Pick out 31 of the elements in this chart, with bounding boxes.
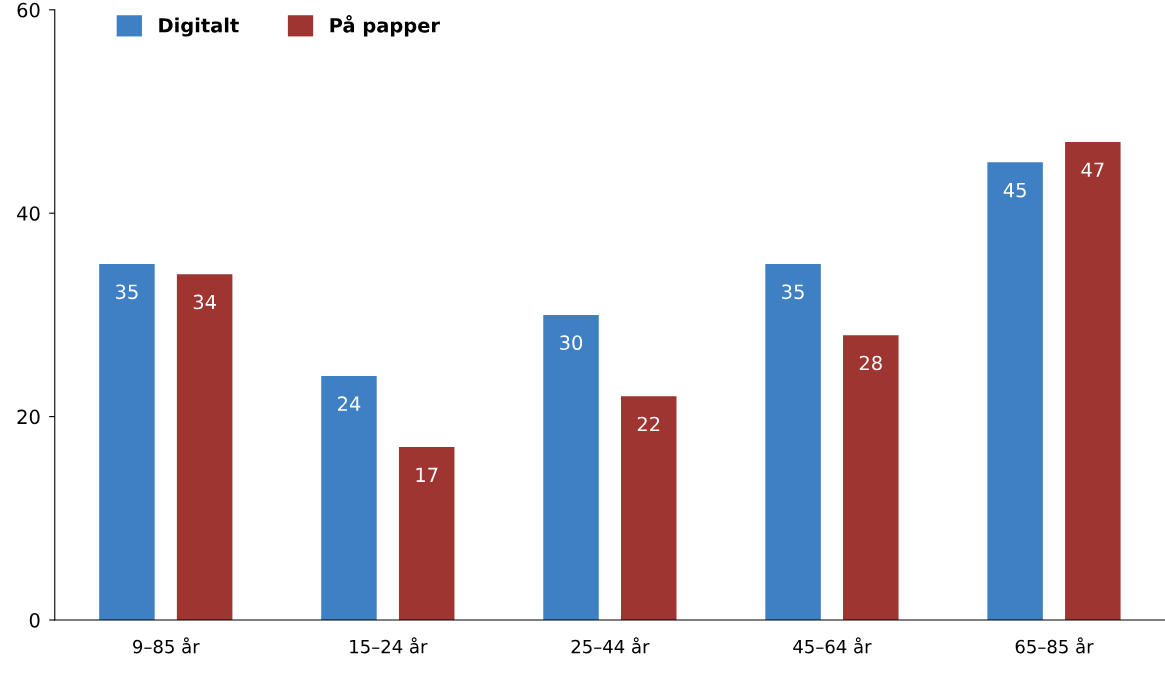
bar — [843, 335, 899, 620]
bar — [99, 264, 155, 620]
bar — [765, 264, 821, 620]
legend-label: På papper — [330, 15, 440, 37]
y-tick-label: 20 — [17, 409, 40, 425]
data-label: 45 — [1003, 183, 1026, 198]
data-label: 24 — [338, 396, 361, 411]
bar — [1065, 142, 1121, 620]
bar — [321, 375, 377, 620]
x-tick-label: 9–85 år — [133, 637, 200, 654]
data-label: 35 — [116, 284, 138, 300]
bar — [620, 396, 677, 620]
y-tick-label: 40 — [17, 206, 40, 221]
x-tick-label: 15–24 år — [350, 637, 428, 654]
x-tick-label: 25–44 år — [571, 637, 650, 654]
data-label: 34 — [193, 294, 216, 310]
x-tick-label: 45–64 år — [793, 637, 872, 654]
y-tick-label: 60 — [17, 2, 40, 18]
data-label: 47 — [1081, 162, 1104, 177]
data-label: 35 — [782, 284, 804, 300]
bar — [398, 447, 455, 620]
data-label: 22 — [637, 416, 660, 432]
x-tick-label: 65–85 år — [1015, 637, 1094, 654]
data-label: 30 — [560, 335, 583, 351]
bar — [987, 162, 1043, 620]
data-label: 17 — [416, 467, 438, 482]
bar — [176, 274, 233, 620]
data-label: 28 — [859, 355, 882, 371]
bar — [543, 314, 599, 620]
legend-label: Digitalt — [159, 17, 239, 37]
y-tick-label: 0 — [29, 612, 40, 628]
